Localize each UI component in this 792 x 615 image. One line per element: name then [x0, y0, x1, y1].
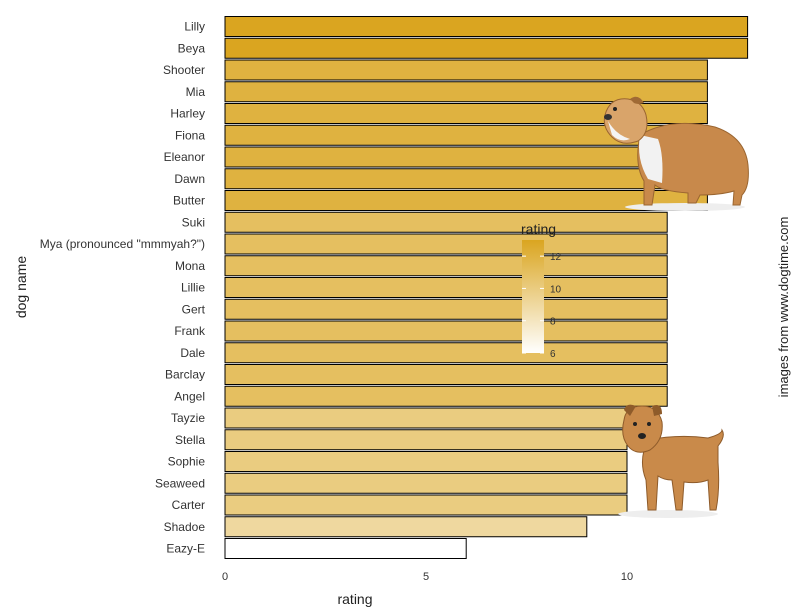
category-label: Butter — [173, 194, 205, 208]
bar — [224, 538, 467, 559]
category-label: Harley — [170, 107, 205, 121]
category-label: Tayzie — [171, 411, 205, 425]
bar — [224, 298, 668, 320]
legend-colorbar — [522, 240, 544, 353]
norfolk-terrier-image — [618, 404, 724, 518]
bar — [224, 320, 668, 342]
x-tick-label: 5 — [423, 571, 429, 583]
category-label: Frank — [174, 324, 206, 338]
bar — [224, 277, 668, 298]
category-label: Beya — [178, 41, 206, 55]
legend-ticks: 6 8 10 12 — [522, 252, 562, 360]
legend-tick-label: 6 — [550, 349, 556, 360]
x-tick-label: 0 — [222, 571, 228, 583]
y-axis-title: dog name — [13, 256, 29, 318]
bar — [224, 516, 588, 538]
bar — [224, 81, 708, 103]
bar — [224, 168, 708, 190]
bar — [224, 407, 628, 429]
image-credit-note: images from www.dogtime.com — [776, 217, 791, 398]
bar — [224, 190, 708, 211]
category-label: Lilly — [184, 20, 205, 34]
category-label: Shadoe — [164, 520, 206, 534]
category-label: Suki — [182, 215, 205, 229]
bulldog-image — [603, 96, 749, 211]
category-label: Gert — [182, 302, 206, 316]
bar — [224, 451, 628, 472]
legend-tick-label: 12 — [550, 252, 562, 263]
category-label: Seaweed — [155, 476, 205, 490]
category-label: Angel — [174, 389, 205, 403]
bar — [224, 342, 668, 364]
bar — [224, 255, 668, 277]
bar — [224, 37, 749, 59]
category-label: Dale — [180, 346, 205, 360]
bar — [224, 211, 668, 233]
legend-tick-label: 8 — [550, 317, 556, 328]
category-label: Fiona — [175, 128, 205, 142]
bar — [224, 16, 749, 37]
legend: rating 6 8 10 12 — [521, 221, 562, 360]
bar — [224, 472, 628, 494]
category-label: Mia — [186, 85, 206, 99]
bar — [224, 103, 708, 124]
category-label: Shooter — [163, 63, 205, 77]
bar — [224, 146, 708, 168]
x-tick-label: 10 — [621, 571, 633, 583]
category-label: Barclay — [165, 368, 205, 382]
bars-group — [224, 16, 749, 559]
x-axis-title: rating — [337, 591, 372, 607]
category-label: Stella — [175, 433, 205, 447]
bar — [224, 429, 628, 451]
bar — [224, 233, 668, 255]
bar — [224, 364, 668, 385]
category-label: Carter — [172, 498, 205, 512]
category-label: Dawn — [174, 172, 205, 186]
category-label: Eleanor — [164, 150, 205, 164]
category-label: Mona — [175, 259, 205, 273]
bar — [224, 59, 708, 81]
category-label: Lillie — [181, 281, 205, 295]
bar — [224, 385, 668, 407]
category-label: Eazy-E — [166, 542, 205, 556]
category-label: Sophie — [168, 455, 206, 469]
x-axis-ticks: 0 5 10 — [222, 571, 633, 583]
legend-tick-label: 10 — [550, 284, 562, 295]
legend-title: rating — [521, 221, 556, 237]
bar — [224, 494, 628, 516]
category-label: Mya (pronounced "mmmyah?") — [40, 237, 205, 251]
category-labels: Lilly Beya Shooter Mia Harley Fiona Eleanor Daw… — [40, 20, 206, 556]
